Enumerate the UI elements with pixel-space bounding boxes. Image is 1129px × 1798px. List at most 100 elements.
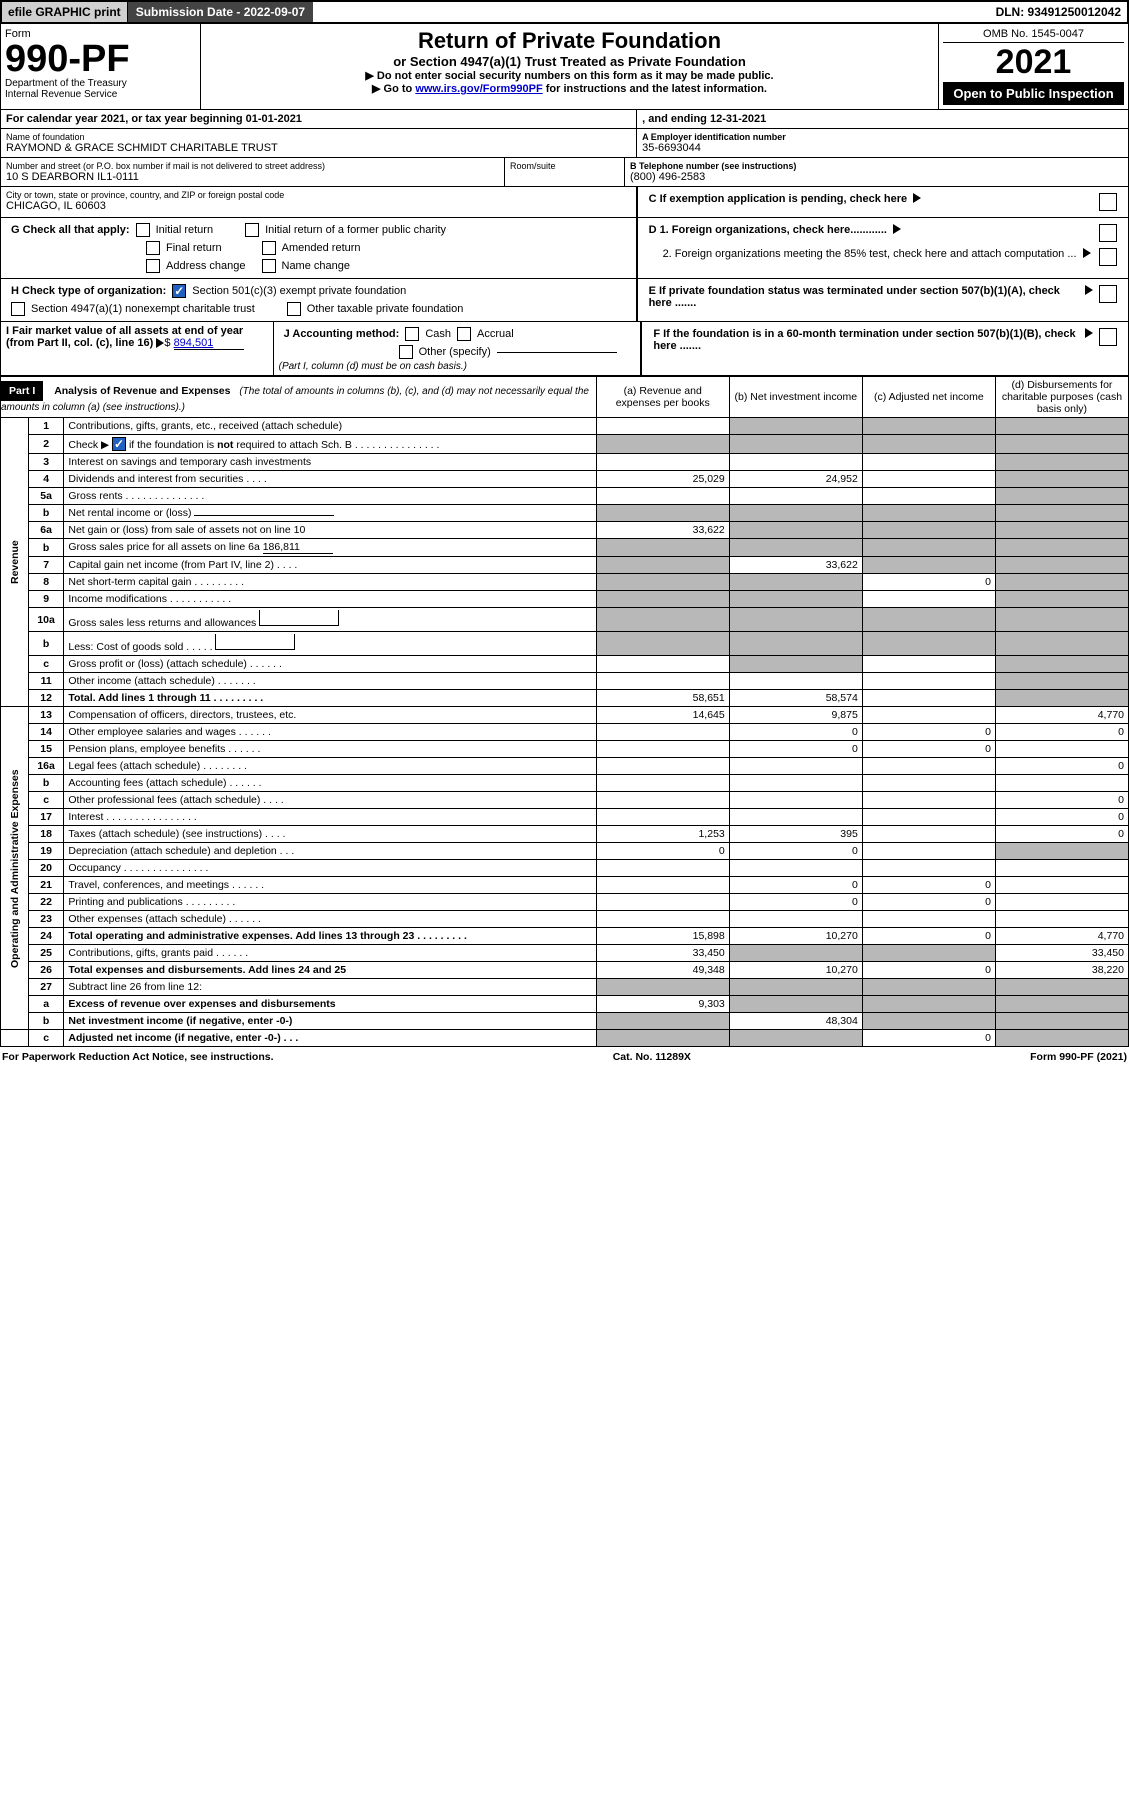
l27a-a: 9,303 [596,996,729,1013]
col-c-header: (c) Adjusted net income [862,377,995,418]
room-label: Room/suite [510,161,619,171]
l16c-d: 0 [995,792,1128,809]
line-16c: Other professional fees (attach schedule… [64,792,596,809]
address-value: 10 S DEARBORN IL1-0111 [6,171,499,183]
efile-print-button[interactable]: efile GRAPHIC print [2,2,128,22]
l15-c: 0 [862,741,995,758]
f-checkbox[interactable] [1099,328,1117,346]
l27c-c: 0 [862,1030,995,1047]
l18-a: 1,253 [596,826,729,843]
irs: Internal Revenue Service [5,89,196,100]
line-26: Total expenses and disbursements. Add li… [64,962,596,979]
omb-number: OMB No. 1545-0047 [943,28,1124,43]
g-final-return[interactable] [146,241,160,255]
schb-checkbox[interactable]: ✓ [112,437,126,451]
line-21: Travel, conferences, and meetings . . . … [64,877,596,894]
e-checkbox[interactable] [1099,285,1117,303]
line-16b: Accounting fees (attach schedule) . . . … [64,775,596,792]
address-label: Number and street (or P.O. box number if… [6,161,499,171]
calyear-end: 12-31-2021 [710,113,766,125]
l18-b: 395 [729,826,862,843]
part-1-table: Part I Analysis of Revenue and Expenses … [0,376,1129,1047]
foundation-name: RAYMOND & GRACE SCHMIDT CHARITABLE TRUST [6,142,631,154]
l7-b: 33,622 [729,557,862,574]
tax-year: 2021 [943,43,1124,82]
h-opt-3: Other taxable private foundation [307,303,464,315]
line-19: Depreciation (attach schedule) and deple… [64,843,596,860]
form-number: 990-PF [5,40,196,78]
col-d-header: (d) Disbursements for charitable purpose… [995,377,1128,418]
l26-c: 0 [862,962,995,979]
h-opt-1: Section 501(c)(3) exempt private foundat… [192,285,406,297]
box-c-label: C If exemption application is pending, c… [649,193,908,205]
triangle-icon [156,338,164,348]
calyear-begin: 01-01-2021 [246,113,302,125]
g-address-change[interactable] [146,259,160,273]
line-8: Net short-term capital gain . . . . . . … [64,574,596,591]
l13-a: 14,645 [596,707,729,724]
j-cash[interactable] [405,327,419,341]
ein-value: 35-6693044 [642,142,1123,154]
g-name-change[interactable] [262,259,276,273]
box-c-checkbox[interactable] [1099,193,1117,211]
footer: For Paperwork Reduction Act Notice, see … [0,1047,1129,1067]
l19-a: 0 [596,843,729,860]
phone-value: (800) 496-2583 [630,171,1123,183]
line-10a: Gross sales less returns and allowances [64,608,596,632]
l21-b: 0 [729,877,862,894]
line-3: Interest on savings and temporary cash i… [64,454,596,471]
l14-b: 0 [729,724,862,741]
line-25: Contributions, gifts, grants paid . . . … [64,945,596,962]
d2-checkbox[interactable] [1099,248,1117,266]
line-6b: Gross sales price for all assets on line… [64,539,596,557]
line-2: Check ▶ ✓ if the foundation is not requi… [64,435,596,454]
dln: DLN: 93491250012042 [990,2,1127,22]
l14-c: 0 [862,724,995,741]
triangle-icon [1083,248,1091,258]
l22-c: 0 [862,894,995,911]
g-amended-return[interactable] [262,241,276,255]
l6b-val: 186,811 [263,541,333,554]
g-initial-return[interactable] [136,223,150,237]
g-opt-5: Name change [282,260,351,272]
g-opt-3: Initial return of a former public charit… [265,224,446,236]
phone-label: B Telephone number (see instructions) [630,161,1123,171]
triangle-icon [1085,328,1093,338]
g-initial-former[interactable] [245,223,259,237]
l13-d: 4,770 [995,707,1128,724]
instr-2-pre: ▶ Go to [372,83,415,95]
instructions-link[interactable]: www.irs.gov/Form990PF [415,83,542,95]
l12-b: 58,574 [729,690,862,707]
l17-d: 0 [995,809,1128,826]
line-1: Contributions, gifts, grants, etc., rece… [64,418,596,435]
h-e-row: H Check type of organization: ✓Section 5… [0,279,1129,322]
l26-a: 49,348 [596,962,729,979]
city-value: CHICAGO, IL 60603 [6,200,631,212]
line-16a: Legal fees (attach schedule) . . . . . .… [64,758,596,775]
triangle-icon [913,193,921,203]
line-27b: Net investment income (if negative, ente… [64,1013,596,1030]
h-other-taxable[interactable] [287,302,301,316]
dept: Department of the Treasury [5,78,196,89]
line-27a: Excess of revenue over expenses and disb… [64,996,596,1013]
ein-label: A Employer identification number [642,132,1123,142]
box-e: E If private foundation status was termi… [649,285,1079,309]
form-title: Return of Private Foundation [205,28,934,54]
j-accrual[interactable] [457,327,471,341]
l16a-d: 0 [995,758,1128,775]
line-4: Dividends and interest from securities .… [64,471,596,488]
l18-d: 0 [995,826,1128,843]
triangle-icon [893,224,901,234]
j-opt-1: Cash [425,328,451,340]
d1-checkbox[interactable] [1099,224,1117,242]
h-501c3[interactable]: ✓ [172,284,186,298]
l24-c: 0 [862,928,995,945]
l14-d: 0 [995,724,1128,741]
h-4947[interactable] [11,302,25,316]
line-27: Subtract line 26 from line 12: [64,979,596,996]
fmv-link[interactable]: 894,501 [174,337,244,350]
j-other[interactable] [399,345,413,359]
line-10c: Gross profit or (loss) (attach schedule)… [64,656,596,673]
instr-1: ▶ Do not enter social security numbers o… [205,69,934,82]
l8-c: 0 [862,574,995,591]
